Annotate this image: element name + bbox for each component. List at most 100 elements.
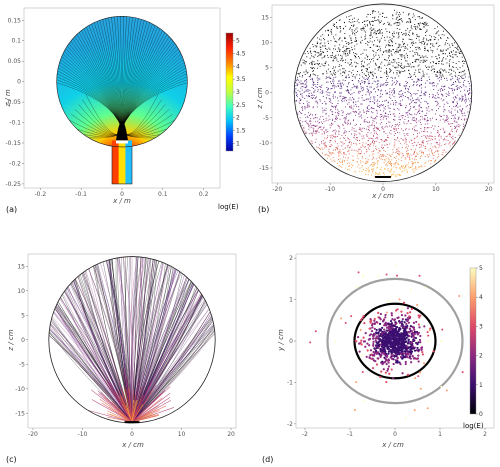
- scatter-point: [393, 163, 395, 165]
- scatter-point: [316, 67, 318, 69]
- scatter-point: [382, 84, 384, 86]
- scatter-point: [315, 141, 316, 143]
- scatter-point: [420, 42, 422, 43]
- scatter-point: [326, 87, 328, 88]
- scatter-point: [335, 57, 336, 59]
- scatter-point: [445, 93, 447, 95]
- scatter-point: [392, 377, 395, 380]
- scatter-point: [424, 49, 426, 51]
- scatter-point: [308, 102, 310, 104]
- scatter-point: [390, 50, 392, 52]
- scatter-point: [465, 100, 467, 102]
- scatter-point: [438, 144, 440, 146]
- scatter-point: [338, 150, 340, 152]
- scatter-point: [322, 116, 324, 117]
- scatter-point: [361, 94, 363, 96]
- scatter-point: [372, 36, 374, 38]
- scatter-point: [322, 65, 324, 67]
- scatter-point: [379, 116, 381, 118]
- scatter-point: [334, 121, 336, 123]
- scatter-point: [381, 140, 383, 142]
- scatter-point: [404, 129, 406, 131]
- scatter-point: [332, 134, 334, 136]
- scatter-point: [454, 140, 456, 142]
- colorbar-tick-label: 5: [479, 265, 483, 272]
- scatter-point: [407, 116, 409, 118]
- scatter-point: [414, 120, 416, 122]
- scatter-point: [352, 155, 354, 157]
- scatter-point: [408, 317, 411, 320]
- scatter-point: [377, 138, 379, 140]
- scatter-point: [360, 146, 362, 148]
- scatter-point: [333, 97, 335, 99]
- scatter-point: [354, 56, 356, 57]
- scatter-point: [392, 151, 394, 153]
- scatter-point: [368, 344, 371, 347]
- scatter-point: [367, 13, 369, 15]
- scatter-point: [387, 75, 389, 77]
- scatter-point: [330, 109, 332, 110]
- scatter-point: [396, 123, 398, 125]
- scatter-point: [399, 363, 402, 366]
- scatter-point: [380, 353, 383, 356]
- scatter-point: [339, 149, 341, 151]
- scatter-point: [461, 97, 463, 99]
- scatter-point: [391, 174, 393, 176]
- scatter-point: [305, 87, 307, 89]
- scatter-point: [335, 86, 337, 88]
- scatter-point: [406, 164, 408, 166]
- scatter-point: [308, 112, 310, 114]
- scatter-point: [405, 87, 407, 89]
- scatter-point: [363, 121, 365, 123]
- scatter-point: [312, 55, 314, 57]
- scatter-point: [429, 66, 430, 68]
- scatter-point: [355, 65, 357, 67]
- scatter-point: [410, 149, 412, 151]
- scatter-point: [390, 176, 392, 177]
- scatter-point: [344, 160, 345, 162]
- trajectory-near: [123, 368, 133, 423]
- scatter-point: [386, 84, 387, 86]
- scatter-point: [401, 94, 403, 96]
- scatter-point: [323, 38, 325, 39]
- scatter-point: [399, 28, 401, 30]
- scatter-point: [409, 109, 411, 111]
- scatter-point: [379, 172, 380, 174]
- scatter-point: [353, 17, 355, 19]
- scatter-point: [401, 115, 403, 117]
- scatter-point: [373, 142, 375, 144]
- scatter-point: [370, 31, 372, 33]
- scatter-point: [426, 127, 428, 129]
- scatter-point: [330, 56, 332, 58]
- scatter-point: [370, 24, 371, 26]
- scatter-point: [371, 82, 373, 84]
- scatter-point: [313, 124, 315, 126]
- scatter-point: [380, 76, 382, 78]
- scatter-point: [372, 77, 374, 79]
- scatter-point: [393, 134, 395, 136]
- scatter-point: [416, 133, 418, 135]
- scatter-point: [413, 106, 415, 108]
- scatter-point: [310, 75, 311, 77]
- scatter-point: [302, 83, 304, 85]
- scatter-point: [462, 60, 464, 62]
- scatter-point: [349, 139, 351, 140]
- scatter-point: [305, 120, 307, 122]
- scatter-point: [376, 127, 378, 129]
- scatter-point: [423, 152, 424, 154]
- scatter-point: [305, 79, 307, 81]
- scatter-point: [427, 107, 429, 109]
- scatter-point: [427, 156, 429, 158]
- scatter-point: [413, 117, 415, 119]
- scatter-point: [311, 133, 313, 135]
- scatter-point: [414, 158, 416, 160]
- scatter-point: [364, 36, 366, 38]
- scatter-point: [307, 106, 309, 108]
- scatter-point: [408, 120, 409, 122]
- scatter-point: [409, 350, 412, 353]
- scatter-point: [318, 131, 320, 133]
- scatter-point: [335, 118, 337, 120]
- scatter-point: [394, 162, 396, 164]
- scatter-point: [345, 41, 347, 42]
- scatter-point: [445, 120, 447, 121]
